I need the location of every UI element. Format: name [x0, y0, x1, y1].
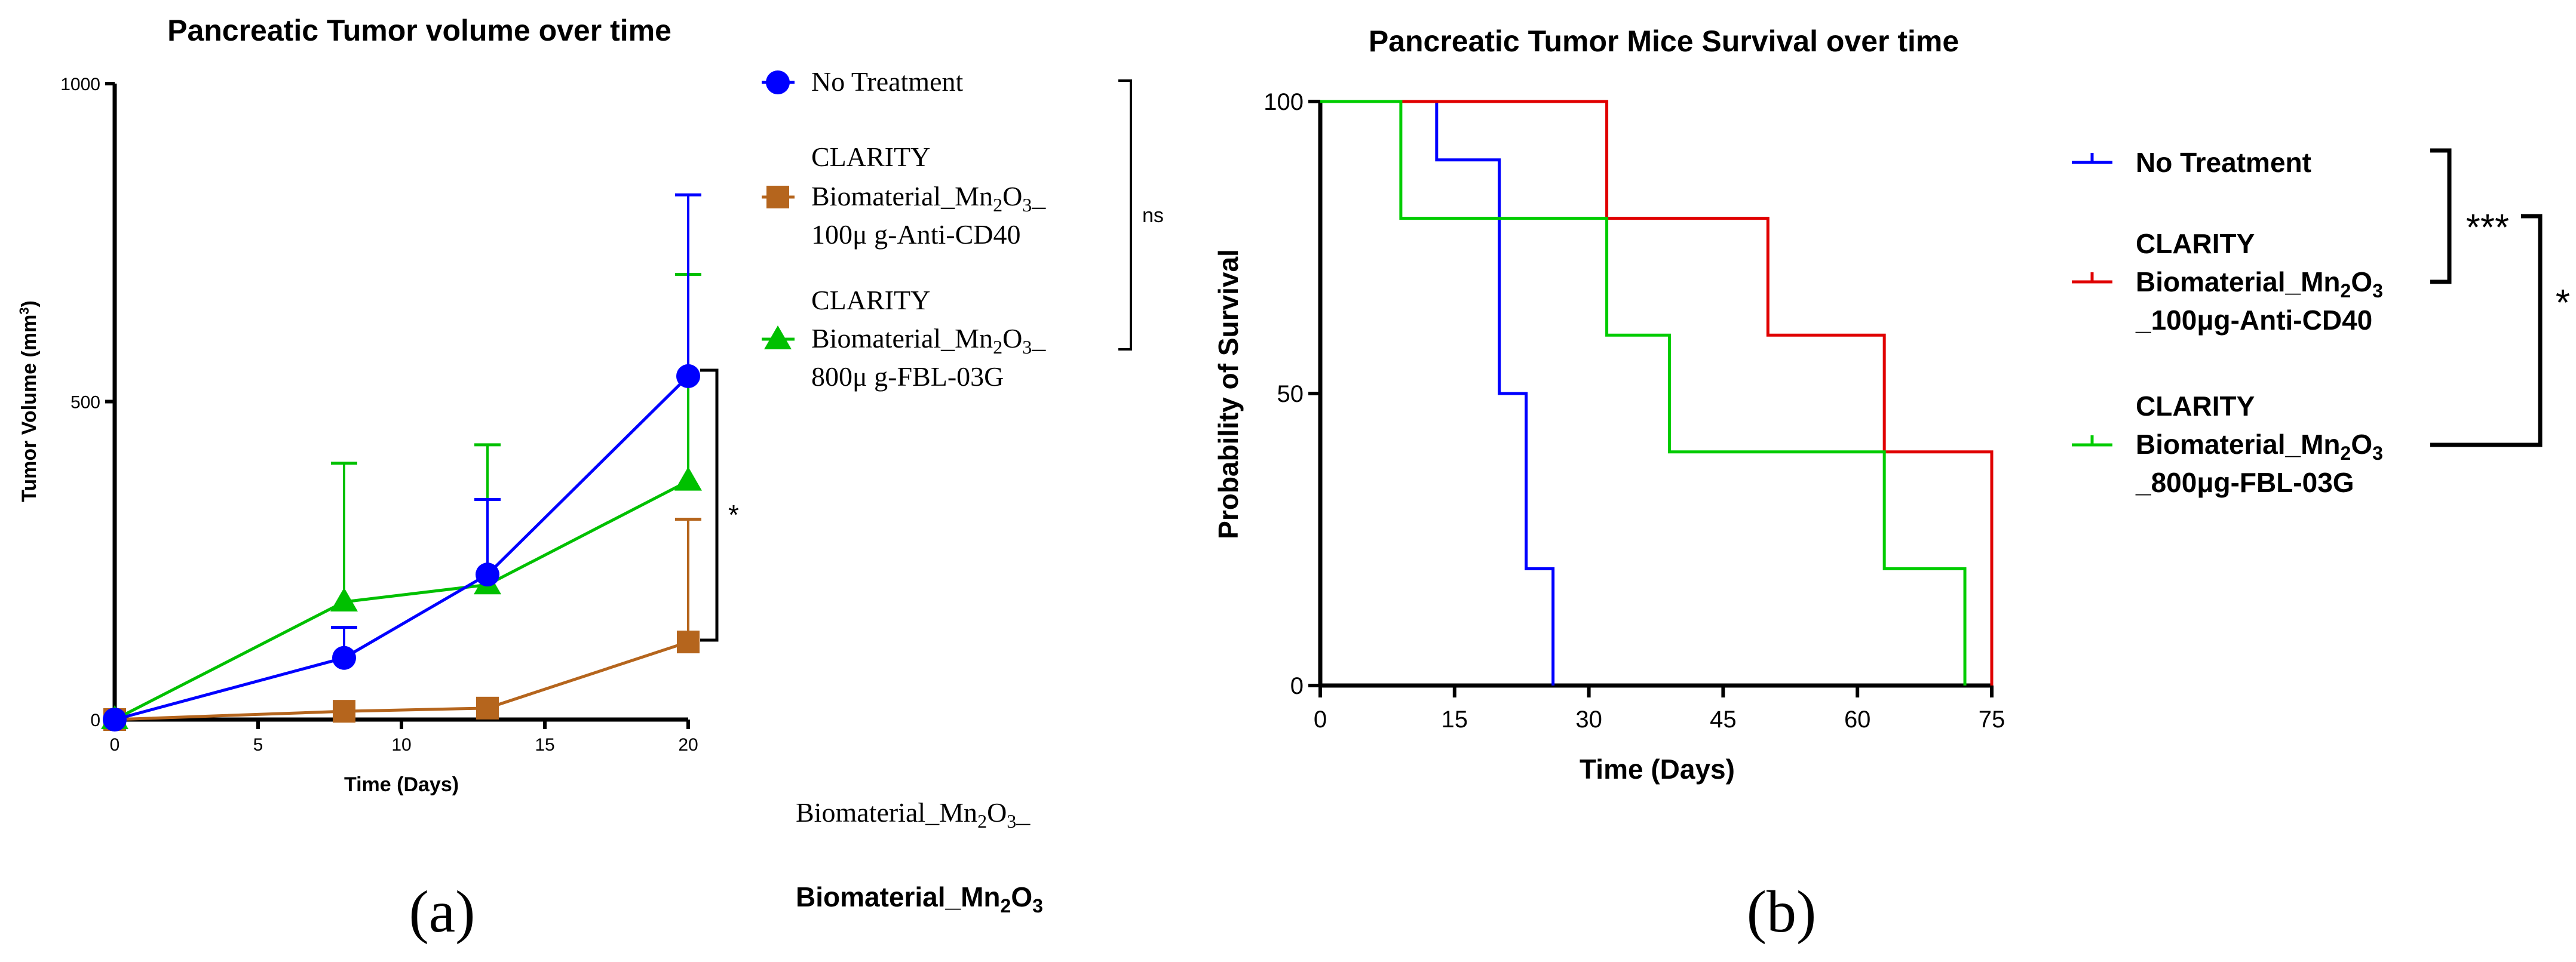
panel-a-label: (a): [409, 878, 476, 945]
svg-text:No Treatment: No Treatment: [811, 66, 964, 97]
chart-a-legend-item-cd40: CLARITY Biomaterial_Mn2O3_ 100μ g-Anti-C…: [762, 142, 1046, 250]
chart-b-x-tick-label: 0: [1314, 706, 1327, 733]
chart-a-y-tick-label: 1000: [60, 75, 100, 94]
chart-b-x-ticks: 0 15 30 45 60 75: [1314, 686, 2005, 733]
chart-b-x-tick-label: 45: [1710, 706, 1737, 733]
chart-a-point-nt: [103, 708, 127, 732]
chart-a-series: [101, 193, 702, 732]
svg-text:CLARITY: CLARITY: [811, 285, 930, 315]
chart-a-series-line-cd40: [114, 640, 689, 721]
chart-a-point-cd40: [476, 696, 499, 720]
legend-circle-marker-icon: [766, 70, 790, 94]
chart-b-sig-single: *: [2556, 282, 2570, 324]
chart-a-x-tick-label: 20: [678, 735, 698, 755]
chart-b-legend-item-cd40: CLARITY Biomaterial_Mn2O3 _100μg-Anti-CD…: [2072, 228, 2383, 336]
svg-text:No Treatment: No Treatment: [2136, 147, 2311, 178]
chart-b-legend-item-no-treatment: No Treatment: [2072, 147, 2311, 178]
chart-a-series-line-nt: [114, 375, 689, 721]
svg-text:_100μg-Anti-CD40: _100μg-Anti-CD40: [2135, 305, 2372, 336]
chart-a-legend-item-fbl: CLARITY Biomaterial_Mn2O3_ 800μ g-FBL-03…: [762, 285, 1046, 392]
chart-b-x-tick-label: 75: [1979, 706, 2005, 733]
chart-a-y-tick-label: 500: [70, 393, 100, 413]
svg-text:Biomaterial_Mn2O3: Biomaterial_Mn2O3: [2136, 266, 2383, 302]
chart-a-x-ticks: 0 5 10 15 20: [110, 720, 698, 755]
chart-a-y-ticks: 0 500 1000: [60, 75, 115, 730]
chart-a-legend: No Treatment CLARITY Biomaterial_Mn2O3_ …: [762, 66, 1046, 392]
chart-a-x-axis-title: Time (Days): [344, 773, 459, 796]
svg-text:Biomaterial_Mn2O3_: Biomaterial_Mn2O3_: [811, 323, 1046, 358]
chart-a-point-fbl: [674, 466, 702, 491]
chart-b-legend-item-fbl: CLARITY Biomaterial_Mn2O3 _800μg-FBL-03G: [2072, 391, 2383, 498]
svg-text:CLARITY: CLARITY: [2136, 228, 2255, 259]
stray-text-line-2: Biomaterial_Mn2O3: [796, 881, 1043, 917]
chart-b-y-axis-title: Probability of Survival: [1213, 249, 1244, 539]
chart-a-x-tick-label: 15: [535, 735, 554, 755]
chart-a-sig-bracket-star: [700, 368, 719, 642]
chart-b-sig-triple: ***: [2466, 207, 2509, 248]
svg-text:_800μg-FBL-03G: _800μg-FBL-03G: [2135, 467, 2354, 498]
chart-b-x-tick-label: 30: [1575, 706, 1602, 733]
svg-text:Biomaterial_Mn2O3: Biomaterial_Mn2O3: [2136, 429, 2383, 464]
panel-a-tumor-volume-chart: Pancreatic Tumor volume over time 0 500 10…: [17, 14, 1164, 945]
chart-a-legend-item-no-treatment: No Treatment: [762, 66, 964, 97]
chart-a-point-nt: [676, 364, 700, 388]
chart-a-point-cd40: [677, 631, 700, 654]
chart-a-x-tick-label: 5: [253, 735, 263, 755]
svg-text:800μ g-FBL-03G: 800μ g-FBL-03G: [811, 361, 1004, 392]
svg-text:CLARITY: CLARITY: [811, 142, 930, 172]
chart-b-x-axis-title: Time (Days): [1580, 754, 1735, 785]
chart-a-y-tick-label: 0: [90, 711, 100, 730]
chart-b-legend: No Treatment CLARITY Biomaterial_Mn2O3 _…: [2072, 147, 2383, 498]
legend-triangle-marker-icon: [764, 325, 792, 349]
chart-a-sig-ns: ns: [1142, 204, 1164, 227]
svg-text:100μ g-Anti-CD40: 100μ g-Anti-CD40: [811, 219, 1020, 250]
chart-a-x-tick-label: 0: [110, 735, 120, 755]
chart-a-title: Pancreatic Tumor volume over time: [167, 14, 671, 47]
stray-text-line-1: Biomaterial_Mn2O3_: [796, 797, 1031, 832]
chart-b-title: Pancreatic Tumor Mice Survival over time: [1369, 24, 1959, 58]
panel-b-label: (b): [1747, 878, 1817, 945]
chart-b-x-tick-label: 60: [1844, 706, 1871, 733]
chart-a-point-fbl: [330, 587, 358, 611]
chart-a-series-line-fbl: [114, 480, 689, 721]
chart-b-y-tick-label: 0: [1290, 673, 1304, 699]
panel-b-survival-chart: Pancreatic Tumor Mice Survival over time…: [1213, 24, 2570, 945]
chart-b-y-tick-label: 50: [1277, 381, 1304, 407]
chart-b-survival-line-nt: [1320, 100, 1555, 686]
legend-square-marker-icon: [766, 186, 789, 208]
chart-a-x-tick-label: 10: [391, 735, 411, 755]
chart-b-x-tick-label: 15: [1442, 706, 1468, 733]
svg-text:CLARITY: CLARITY: [2136, 391, 2255, 422]
chart-a-sig-bracket-ns: [1118, 79, 1132, 351]
chart-b-sig-bracket-single: [2430, 214, 2543, 447]
chart-a-point-nt: [332, 646, 356, 670]
chart-a-sig-star: *: [728, 499, 739, 530]
chart-b-y-ticks: 0 50 100: [1264, 89, 1320, 699]
chart-b-survival-line-fbl: [1320, 100, 1967, 686]
svg-text:Biomaterial_Mn2O3_: Biomaterial_Mn2O3_: [811, 181, 1046, 216]
chart-b-sig-bracket-triple: [2430, 148, 2452, 284]
chart-b-series: [1320, 100, 1994, 686]
stray-text-block: Biomaterial_Mn2O3_ Biomaterial_Mn2O3: [796, 797, 1043, 917]
chart-a-point-cd40: [333, 700, 355, 723]
chart-a-y-axis-title: Tumor Volume (mm3): [17, 300, 41, 502]
chart-a-point-nt: [476, 563, 499, 587]
chart-b-y-tick-label: 100: [1264, 89, 1304, 115]
chart-b-survival-line-cd40: [1320, 100, 1994, 686]
